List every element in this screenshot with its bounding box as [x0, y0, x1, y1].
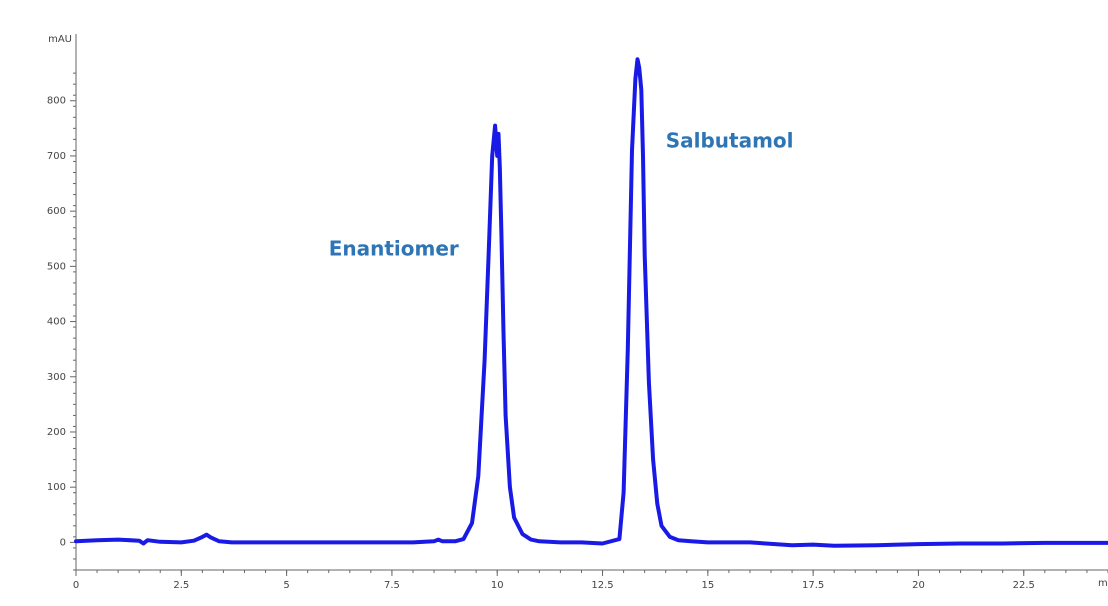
- y-axis-unit-label: mAU: [48, 34, 72, 45]
- peak-label: Salbutamol: [666, 129, 794, 153]
- y-tick-label: 600: [47, 206, 66, 217]
- axes: mAU mi: [48, 34, 1108, 589]
- x-tick-label: 20: [912, 580, 925, 591]
- y-tick-label: 500: [47, 261, 66, 272]
- y-tick-label: 700: [47, 151, 66, 162]
- x-tick-label: 12.5: [591, 580, 613, 591]
- peak-label: Enantiomer: [329, 236, 459, 260]
- y-tick-label: 300: [47, 372, 66, 383]
- y-tick-label: 400: [47, 317, 66, 328]
- y-tick-label: 0: [60, 537, 66, 548]
- x-tick-label: 5: [283, 580, 289, 591]
- x-tick-label: 17.5: [802, 580, 824, 591]
- x-tick-label: 2.5: [173, 580, 189, 591]
- x-tick-label: 15: [701, 580, 714, 591]
- x-axis-unit-label: mi: [1098, 578, 1108, 589]
- x-tick-label: 7.5: [384, 580, 400, 591]
- y-axis-ticks: 0 100 200 300 400 500 600 700 800: [47, 72, 76, 571]
- x-tick-label: 0: [73, 580, 79, 591]
- x-tick-label: 10: [491, 580, 504, 591]
- x-axis-ticks: 0 2.5 5 7.5 10 12.5 15 17.5 20 22.5: [73, 570, 1108, 591]
- series-group: [74, 57, 1108, 548]
- annotations: Enantiomer Salbutamol: [329, 129, 794, 261]
- x-tick-label: 22.5: [1013, 580, 1035, 591]
- y-tick-label: 100: [47, 482, 66, 493]
- y-tick-label: 200: [47, 427, 66, 438]
- y-tick-label: 800: [47, 96, 66, 107]
- chromatogram-trace: [74, 57, 1108, 548]
